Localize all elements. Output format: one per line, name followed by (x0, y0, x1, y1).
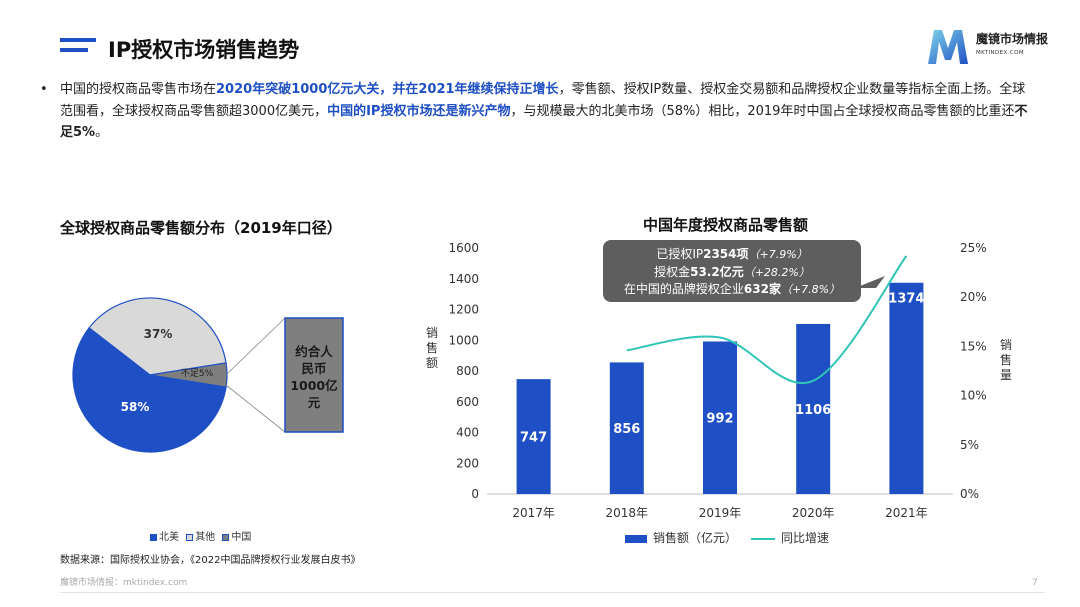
line-series (626, 255, 908, 384)
intro-text: ，零售额、授权IP数量、授权金交易额和品牌授权企业数量等指标全面上扬。全球范围看… (60, 82, 1026, 119)
x-tick-1: 2018年 (606, 506, 649, 520)
callout-line-4: 元 (308, 395, 321, 410)
pie-chart: 58% 37% 不足5% 约合人 民币 1000亿 元 (72, 297, 344, 453)
bar-0 (516, 379, 551, 494)
legend-bar-label: 销售额（亿元） (653, 531, 738, 545)
bar-series: 747 856 992 1106 1374 (516, 282, 924, 494)
intro-highlight: 中国的IP授权市场还是新兴产物 (327, 103, 511, 119)
x-tick-3: 2020年 (792, 506, 835, 520)
pie-slices (72, 297, 228, 453)
callout-line-1: 约合人 (295, 344, 333, 359)
y-tick-right-4: 20% (960, 290, 987, 304)
brand-url: MKTINDEX.COM (976, 50, 1024, 56)
y-tick-right-1: 5% (960, 438, 979, 452)
callout-line-2: 民币 (301, 361, 326, 376)
y-tick-left-1: 200 (456, 456, 479, 470)
y-axis-title-right-1: 销 (1000, 338, 1012, 352)
intro-bold: 不足5% (60, 103, 1028, 141)
intro-text: 。 (95, 125, 109, 140)
bar-3 (796, 323, 831, 494)
callout-fee-line: 授权金53.2亿元（+28.2%） (654, 264, 810, 279)
x-tick-0: 2017年 (512, 506, 555, 520)
growth-line (626, 255, 908, 384)
pie-chart-title: 全球授权商品零售额分布（2019年口径） (60, 219, 342, 237)
y-tick-right-0: 0% (960, 487, 979, 501)
intro-paragraph: 中国的授权商品零售市场在2020年突破1000亿元大关，并在2021年继续保持正… (60, 79, 1035, 144)
footer-brand: 魔镜市场情报：mktindex.com (60, 578, 188, 588)
callout-line-3: 1000亿 (290, 378, 337, 393)
x-tick-4: 2021年 (885, 506, 928, 520)
y-axis-title-right-3: 量 (1000, 368, 1012, 382)
bar-callout: 已授权IP2354项（+7.9%） 授权金53.2亿元（+28.2%） 在中国的… (603, 240, 861, 302)
callout-connector-top (225, 317, 286, 376)
bar-label-4: 1374 (888, 292, 924, 307)
callout-company-line: 在中国的品牌授权企业632家（+7.8%） (623, 282, 841, 296)
y-tick-left-5: 1000 (448, 333, 479, 347)
bar-chart-title: 中国年度授权商品零售额 (643, 216, 809, 234)
y-axis-title-right-2: 售 (1000, 352, 1012, 367)
title-decoration (60, 38, 96, 54)
bullet: • (40, 82, 48, 97)
pie-label-1: 37% (144, 327, 173, 341)
y-axis-title-left-1: 销 (426, 326, 438, 340)
page-number: 7 (1032, 578, 1038, 588)
pie-data-labels: 58% 37% 不足5% (121, 327, 214, 414)
y-tick-left-7: 1400 (448, 272, 479, 286)
logo-icon (928, 30, 968, 64)
pie-slice-0 (72, 326, 227, 453)
legend-item-china: 中国 (222, 532, 251, 543)
callout-ip-line: 已授权IP2354项（+7.9%） (656, 247, 808, 261)
bar-axis: 0 200 400 600 800 1000 1200 1400 1600 0% 5% 10% 15% 2… (448, 241, 986, 520)
y-tick-left-3: 600 (456, 395, 479, 409)
y-tick-left-8: 1600 (448, 241, 479, 255)
legend-item-other: 其他 (186, 532, 215, 543)
y-axis-title-left-3: 额 (426, 356, 438, 370)
x-tick-2: 2019年 (699, 506, 742, 520)
legend-item-north-america: 北美 (150, 532, 179, 543)
bar-legend: 销售额（亿元） 同比增速 (625, 529, 829, 546)
pie-slice-2 (149, 362, 228, 388)
y-tick-left-2: 400 (456, 426, 479, 440)
intro-text: 中国的授权商品零售市场在 (60, 82, 217, 97)
footer-divider (60, 592, 1045, 593)
callout-connector-bottom (225, 384, 286, 433)
bar-4 (889, 282, 924, 494)
callout-pointer (855, 276, 885, 288)
legend-swatch-bar (625, 534, 647, 543)
intro-highlight: 2020年突破1000亿元大关，并在2021年继续保持正增长 (216, 82, 559, 97)
pie-callout-box (284, 317, 344, 433)
bar-1 (609, 362, 644, 494)
bar-2 (703, 341, 737, 494)
data-source: 数据来源：国际授权业协会，《2022中国品牌授权行业发展白皮书》 (60, 555, 361, 566)
brand-name: 魔镜市场情报 (976, 32, 1049, 46)
page-title: IP授权市场销售趋势 (108, 38, 300, 62)
bar-label-1: 856 (613, 422, 640, 437)
y-axis-title-left-2: 售 (426, 340, 438, 355)
y-tick-left-6: 1200 (448, 303, 479, 317)
brand-logo: 魔镜市场情报 MKTINDEX.COM (924, 26, 1054, 66)
legend-swatch-line (751, 537, 776, 540)
pie-slice-1 (88, 297, 227, 376)
intro-text: ，与规模最大的北美市场（58%）相比，2019年时中国占全球授权商品零售额的比重… (510, 103, 1015, 119)
bar-label-3: 1106 (795, 403, 831, 418)
y-tick-right-3: 15% (960, 339, 987, 353)
bar-label-2: 992 (706, 412, 733, 427)
bar-label-0: 747 (520, 431, 547, 446)
pie-legend: 北美 其他 中国 (150, 528, 255, 543)
pie-label-2: 不足5% (181, 368, 214, 379)
pie-label-0: 58% (121, 400, 150, 414)
y-tick-right-2: 10% (960, 389, 987, 403)
y-tick-right-5: 25% (960, 241, 987, 255)
y-tick-left-4: 800 (456, 364, 479, 378)
legend-line-label: 同比增速 (781, 531, 830, 545)
y-tick-left-0: 0 (471, 487, 479, 501)
